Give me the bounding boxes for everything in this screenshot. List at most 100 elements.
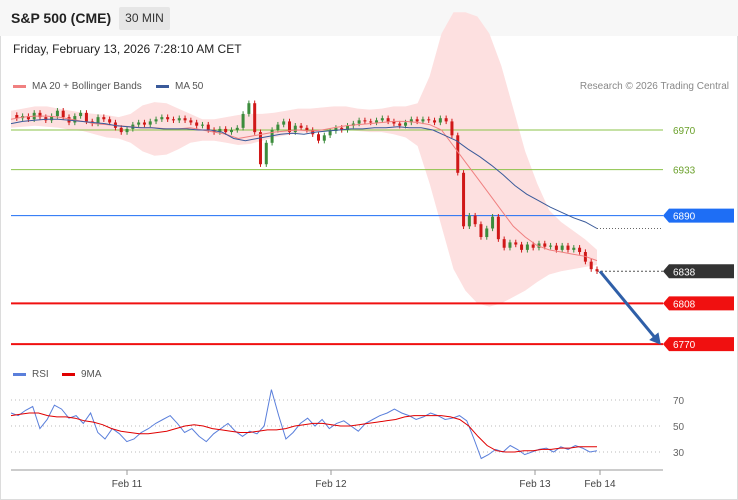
candle-body [421,119,425,122]
candle-body [218,128,222,133]
candle-body [404,122,408,126]
current-price-tag [663,264,734,279]
candle-body [363,120,367,122]
current-price-label: 6838 [673,267,696,278]
projection-arrow-line [598,270,659,342]
candle-body [282,121,286,125]
candle-body [380,118,384,121]
instrument-title: S&P 500 (CME) [11,10,112,26]
candle-body [322,135,326,141]
candle-body [96,117,100,124]
ma9-label: 9MA [81,369,102,380]
rsi-swatch [13,373,26,376]
candle-body [386,118,390,122]
candle-body [293,125,297,133]
candle-body [450,121,454,136]
candle-body [38,112,42,118]
candle-body [148,121,152,125]
candle-body [264,142,268,165]
candle-body [177,118,181,121]
x-tick-label: Feb 13 [519,479,551,490]
ma50-label: MA 50 [175,81,204,92]
candle-body [485,228,489,238]
candle-body [549,245,553,247]
candle-body [438,118,442,123]
x-tick-label: Feb 14 [584,479,616,490]
candle-body [496,216,500,240]
projection-arrow-head [649,332,661,345]
candle-body [73,116,77,123]
level-label-6970: 6970 [673,126,696,137]
candle-body [125,128,129,133]
legend-ma20: MA 20 + Bollinger Bands [13,81,142,92]
candle-body [473,215,477,225]
candle-body [508,242,512,248]
candle-body [160,117,164,120]
candle-body [375,120,379,123]
candle-body [543,243,547,247]
candle-body [427,119,431,121]
candle-body [554,245,558,250]
rsi-tick-label: 30 [673,448,685,459]
candle-body [61,110,65,118]
rsi-ma9-line [10,412,597,453]
candle-body [392,121,396,124]
candle-body [531,244,535,248]
candle-body [462,172,466,227]
x-tick-label: Feb 12 [315,479,347,490]
candle-body [566,245,570,250]
timestamp: Friday, February 13, 2026 7:28:10 AM CET [13,42,242,56]
candle-body [444,118,448,122]
candle-body [357,120,361,124]
candle-body [253,103,257,133]
chart-header: S&P 500 (CME) 30 MIN [0,0,738,36]
level-label-6890: 6890 [673,212,696,223]
candle-body [55,110,59,117]
candle-body [415,119,419,122]
ma9-swatch [62,373,75,376]
candle-body [311,129,315,135]
candle-body [409,119,413,123]
candle-body [560,245,564,250]
legend-9ma: 9MA [62,369,102,380]
candle-body [15,114,19,119]
candle-body [276,124,280,130]
ma20-label: MA 20 + Bollinger Bands [32,81,142,92]
rsi-label: RSI [32,369,49,380]
legend-rsi: RSI [13,369,49,380]
candle-body [514,242,518,245]
candle-body [479,224,483,238]
candle-body [119,127,123,133]
interval-button[interactable]: 30 MIN [119,7,170,30]
rsi-tick-label: 50 [673,422,685,433]
candle-body [433,120,437,123]
candle-body [456,135,460,173]
candle-body [102,117,106,120]
candle-body [171,119,175,121]
candle-body [137,122,141,125]
candle-body [166,117,170,120]
ma50-swatch [156,85,169,88]
candle-body [26,116,30,120]
candle-body [572,247,576,250]
candle-body [328,131,332,136]
candle-body [491,216,495,229]
ma50-line [10,118,598,229]
candle-body [537,243,541,248]
candle-body [287,121,291,133]
candle-body [247,103,251,114]
candle-body [84,112,88,122]
candle-body [525,244,529,250]
candle-body [340,127,344,130]
candle-body [189,120,193,123]
candle-body [578,247,582,253]
candle-body [183,118,187,121]
candle-body [270,129,274,143]
ma20-swatch [13,85,26,88]
candle-body [224,128,228,133]
candle-body [108,119,112,123]
candle-body [502,239,506,248]
candle-body [589,261,593,270]
level-tag-6808 [663,296,734,311]
